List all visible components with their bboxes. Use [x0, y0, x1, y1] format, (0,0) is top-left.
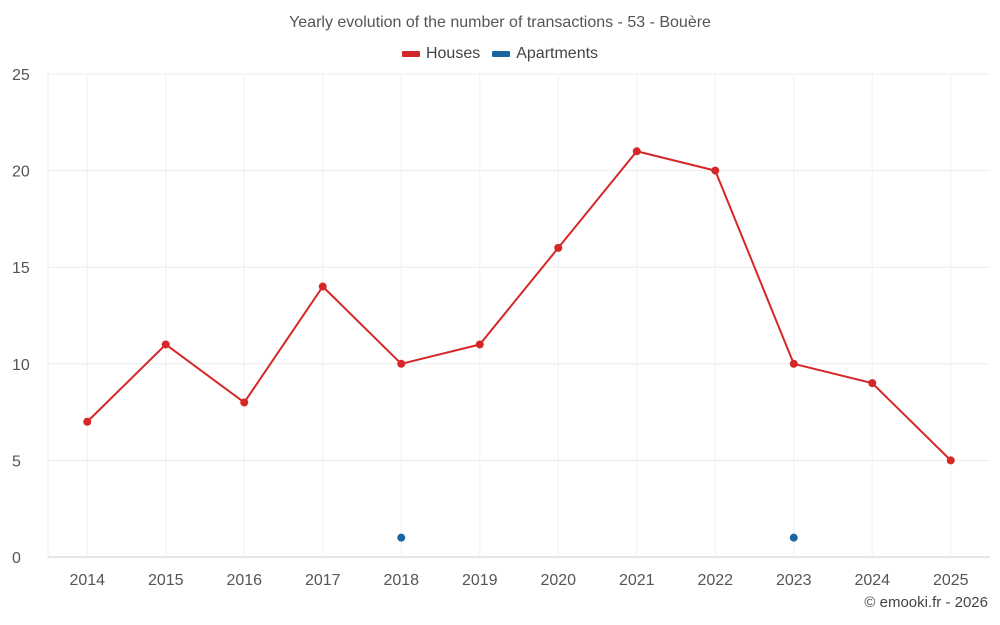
x-tick-label: 2019: [462, 572, 498, 589]
data-point-houses[interactable]: [83, 417, 92, 426]
legend-swatch-apartments: [492, 51, 511, 57]
x-tick-label: 2022: [697, 572, 733, 589]
data-point-houses[interactable]: [711, 166, 720, 175]
legend: Houses Apartments: [0, 45, 1000, 63]
y-tick-label: 5: [12, 453, 21, 470]
legend-label-houses: Houses: [425, 45, 481, 62]
x-tick-label: 2020: [540, 572, 576, 589]
x-tick-label: 2018: [383, 572, 419, 589]
x-tick-label: 2014: [69, 572, 105, 589]
data-point-houses[interactable]: [475, 340, 484, 349]
data-point-apartments[interactable]: [789, 533, 798, 542]
legend-item-apartments[interactable]: Apartments: [492, 45, 598, 63]
y-tick-label: 20: [12, 164, 30, 181]
x-tick-label: 2023: [776, 572, 812, 589]
x-tick-label: 2015: [148, 572, 184, 589]
data-point-houses[interactable]: [161, 340, 170, 349]
credit-text: © emooki.fr - 2026: [864, 594, 988, 611]
y-tick-label: 10: [12, 357, 30, 374]
y-tick-label: 15: [12, 260, 30, 277]
legend-item-houses[interactable]: Houses: [401, 45, 481, 63]
data-point-houses[interactable]: [318, 282, 327, 291]
x-tick-label: 2024: [854, 572, 890, 589]
legend-label-apartments: Apartments: [516, 45, 599, 62]
chart-title: Yearly evolution of the number of transa…: [289, 14, 711, 31]
x-tick-label: 2017: [305, 572, 341, 589]
data-point-houses[interactable]: [946, 456, 955, 465]
y-tick-label: 25: [12, 67, 30, 84]
x-tick-label: 2025: [933, 572, 969, 589]
data-point-houses[interactable]: [397, 359, 406, 368]
data-point-houses[interactable]: [554, 243, 563, 252]
data-point-houses[interactable]: [789, 359, 798, 368]
x-tick-label: 2021: [619, 572, 655, 589]
legend-swatch-houses: [401, 51, 420, 57]
data-point-houses[interactable]: [632, 147, 641, 156]
series-line-houses: [86, 150, 952, 462]
data-point-houses[interactable]: [240, 398, 249, 407]
data-point-houses[interactable]: [868, 379, 877, 388]
data-point-apartments[interactable]: [397, 533, 406, 542]
y-tick-label: 0: [12, 550, 21, 567]
x-tick-label: 2016: [226, 572, 262, 589]
